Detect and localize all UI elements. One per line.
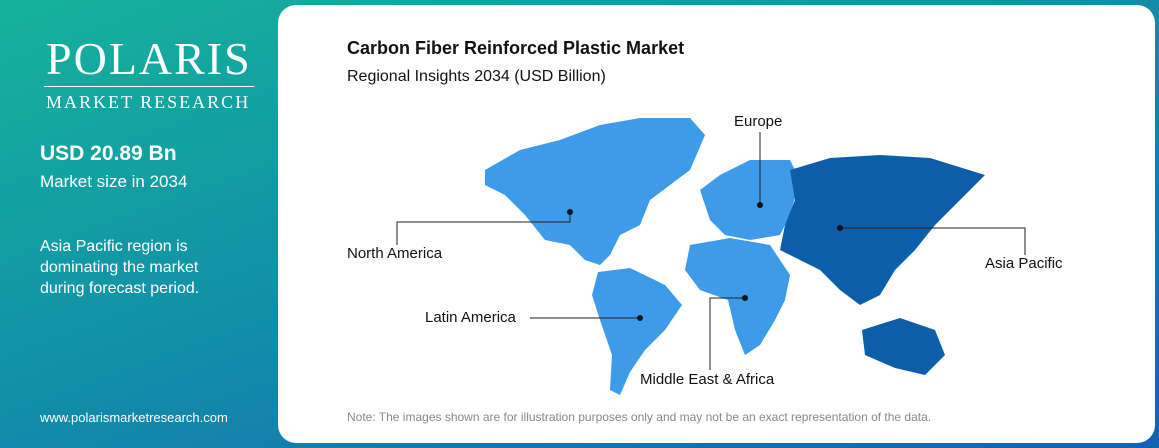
insight: Asia Pacific region is dominating the ma… — [40, 238, 200, 297]
australia — [862, 318, 945, 375]
divider — [44, 86, 254, 87]
asia-pacific-map — [780, 155, 985, 375]
world-map — [485, 118, 800, 395]
asia — [780, 155, 985, 305]
region-label: North America — [347, 245, 443, 262]
subtitle: Regional Insights 2034 (USD Billion) — [347, 68, 606, 85]
market-caption: Market size in 2034 — [40, 172, 188, 191]
region-label: Middle East & Africa — [640, 371, 775, 388]
region-label: Latin America — [425, 309, 517, 326]
brand-tagline: MARKET RESEARCH — [46, 92, 251, 112]
north-america — [485, 118, 705, 265]
note: Note: The images shown are for illustrat… — [347, 410, 931, 424]
south-america — [592, 268, 682, 395]
website[interactable]: www.polarismarketresearch.com — [40, 410, 228, 425]
title: Carbon Fiber Reinforced Plastic Market — [347, 38, 684, 58]
region-label: Europe — [734, 113, 782, 130]
europe — [700, 160, 800, 240]
market-value: USD 20.89 Bn — [40, 142, 177, 165]
region-dots — [567, 202, 843, 321]
region-label: Asia Pacific — [985, 255, 1063, 272]
leader-lines — [396, 132, 1026, 370]
africa — [685, 238, 790, 355]
brand-name: POLARIS — [46, 33, 252, 84]
